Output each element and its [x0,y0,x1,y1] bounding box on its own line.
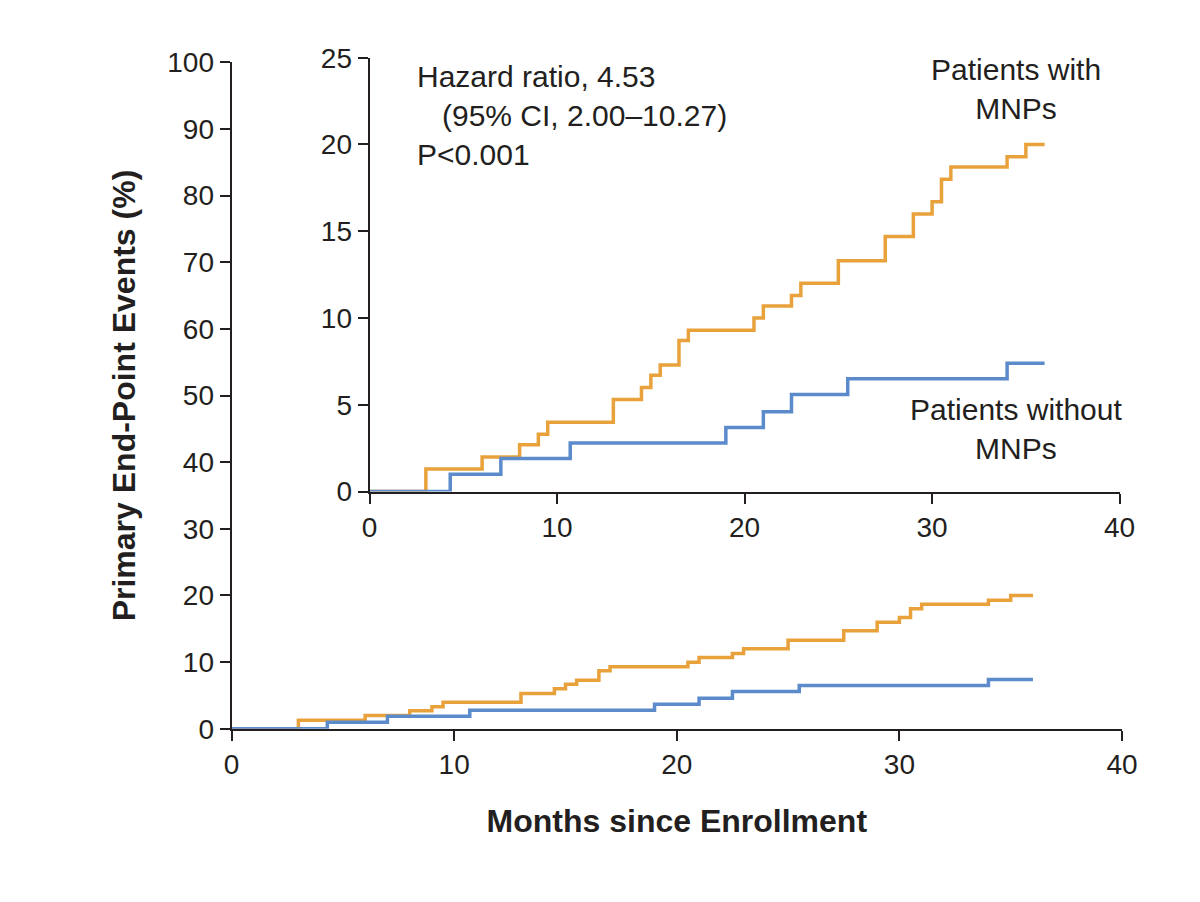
svg-text:40: 40 [1104,512,1135,543]
svg-text:0: 0 [362,512,378,543]
svg-text:Primary End-Point Events (%): Primary End-Point Events (%) [106,170,142,622]
svg-text:5: 5 [336,390,352,421]
svg-text:10: 10 [439,749,470,780]
svg-text:Months since Enrollment: Months since Enrollment [487,803,868,839]
svg-text:0: 0 [198,714,214,745]
svg-text:90: 90 [183,114,214,145]
svg-text:Patients withMNPs: Patients withMNPs [931,53,1101,125]
svg-text:30: 30 [917,512,948,543]
svg-text:30: 30 [884,749,915,780]
svg-text:20: 20 [661,749,692,780]
svg-text:0: 0 [224,749,240,780]
svg-text:10: 10 [542,512,573,543]
svg-text:100: 100 [167,47,214,78]
svg-text:40: 40 [183,447,214,478]
svg-text:30: 30 [183,514,214,545]
svg-text:Hazard ratio, 4.53 (95% CI,: Hazard ratio, 4.53 (95% CI, 2.00–10.27)P… [417,60,727,171]
svg-text:10: 10 [321,303,352,334]
svg-text:20: 20 [183,580,214,611]
svg-text:80: 80 [183,180,214,211]
svg-text:Patients withoutMNPs: Patients withoutMNPs [910,393,1122,465]
svg-text:70: 70 [183,247,214,278]
svg-text:10: 10 [183,647,214,678]
svg-text:15: 15 [321,216,352,247]
svg-text:50: 50 [183,380,214,411]
svg-text:0: 0 [336,476,352,507]
svg-text:40: 40 [1106,749,1137,780]
svg-text:20: 20 [321,129,352,160]
svg-text:60: 60 [183,314,214,345]
svg-text:25: 25 [321,43,352,74]
svg-text:20: 20 [729,512,760,543]
